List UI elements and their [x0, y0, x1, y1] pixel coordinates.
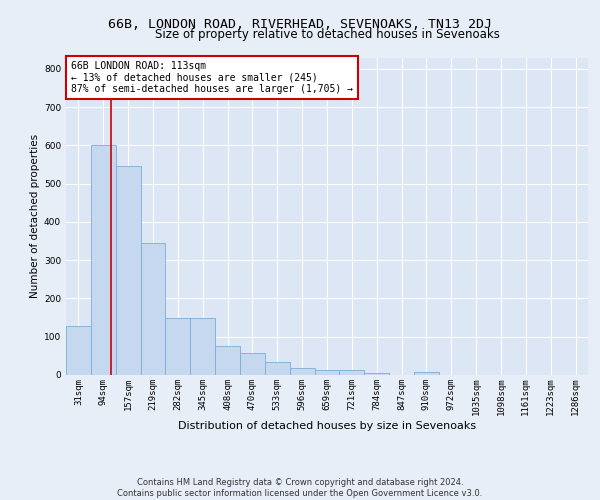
Bar — [116, 166, 140, 375]
Text: Contains HM Land Registry data © Crown copyright and database right 2024.
Contai: Contains HM Land Registry data © Crown c… — [118, 478, 482, 498]
Bar — [140, 243, 166, 375]
Bar — [66, 326, 91, 375]
Y-axis label: Number of detached properties: Number of detached properties — [30, 134, 40, 298]
Text: 66B LONDON ROAD: 113sqm
← 13% of detached houses are smaller (245)
87% of semi-d: 66B LONDON ROAD: 113sqm ← 13% of detache… — [71, 60, 353, 94]
Bar — [240, 353, 265, 375]
Bar — [340, 370, 364, 375]
Bar — [314, 370, 340, 375]
Text: 66B, LONDON ROAD, RIVERHEAD, SEVENOAKS, TN13 2DJ: 66B, LONDON ROAD, RIVERHEAD, SEVENOAKS, … — [108, 18, 492, 30]
Bar — [91, 146, 116, 375]
Bar — [414, 372, 439, 375]
Bar — [190, 318, 215, 375]
Title: Size of property relative to detached houses in Sevenoaks: Size of property relative to detached ho… — [155, 28, 499, 41]
X-axis label: Distribution of detached houses by size in Sevenoaks: Distribution of detached houses by size … — [178, 421, 476, 431]
Bar — [215, 346, 240, 375]
Bar — [166, 318, 190, 375]
Bar — [265, 362, 290, 375]
Bar — [364, 372, 389, 375]
Bar — [290, 368, 314, 375]
